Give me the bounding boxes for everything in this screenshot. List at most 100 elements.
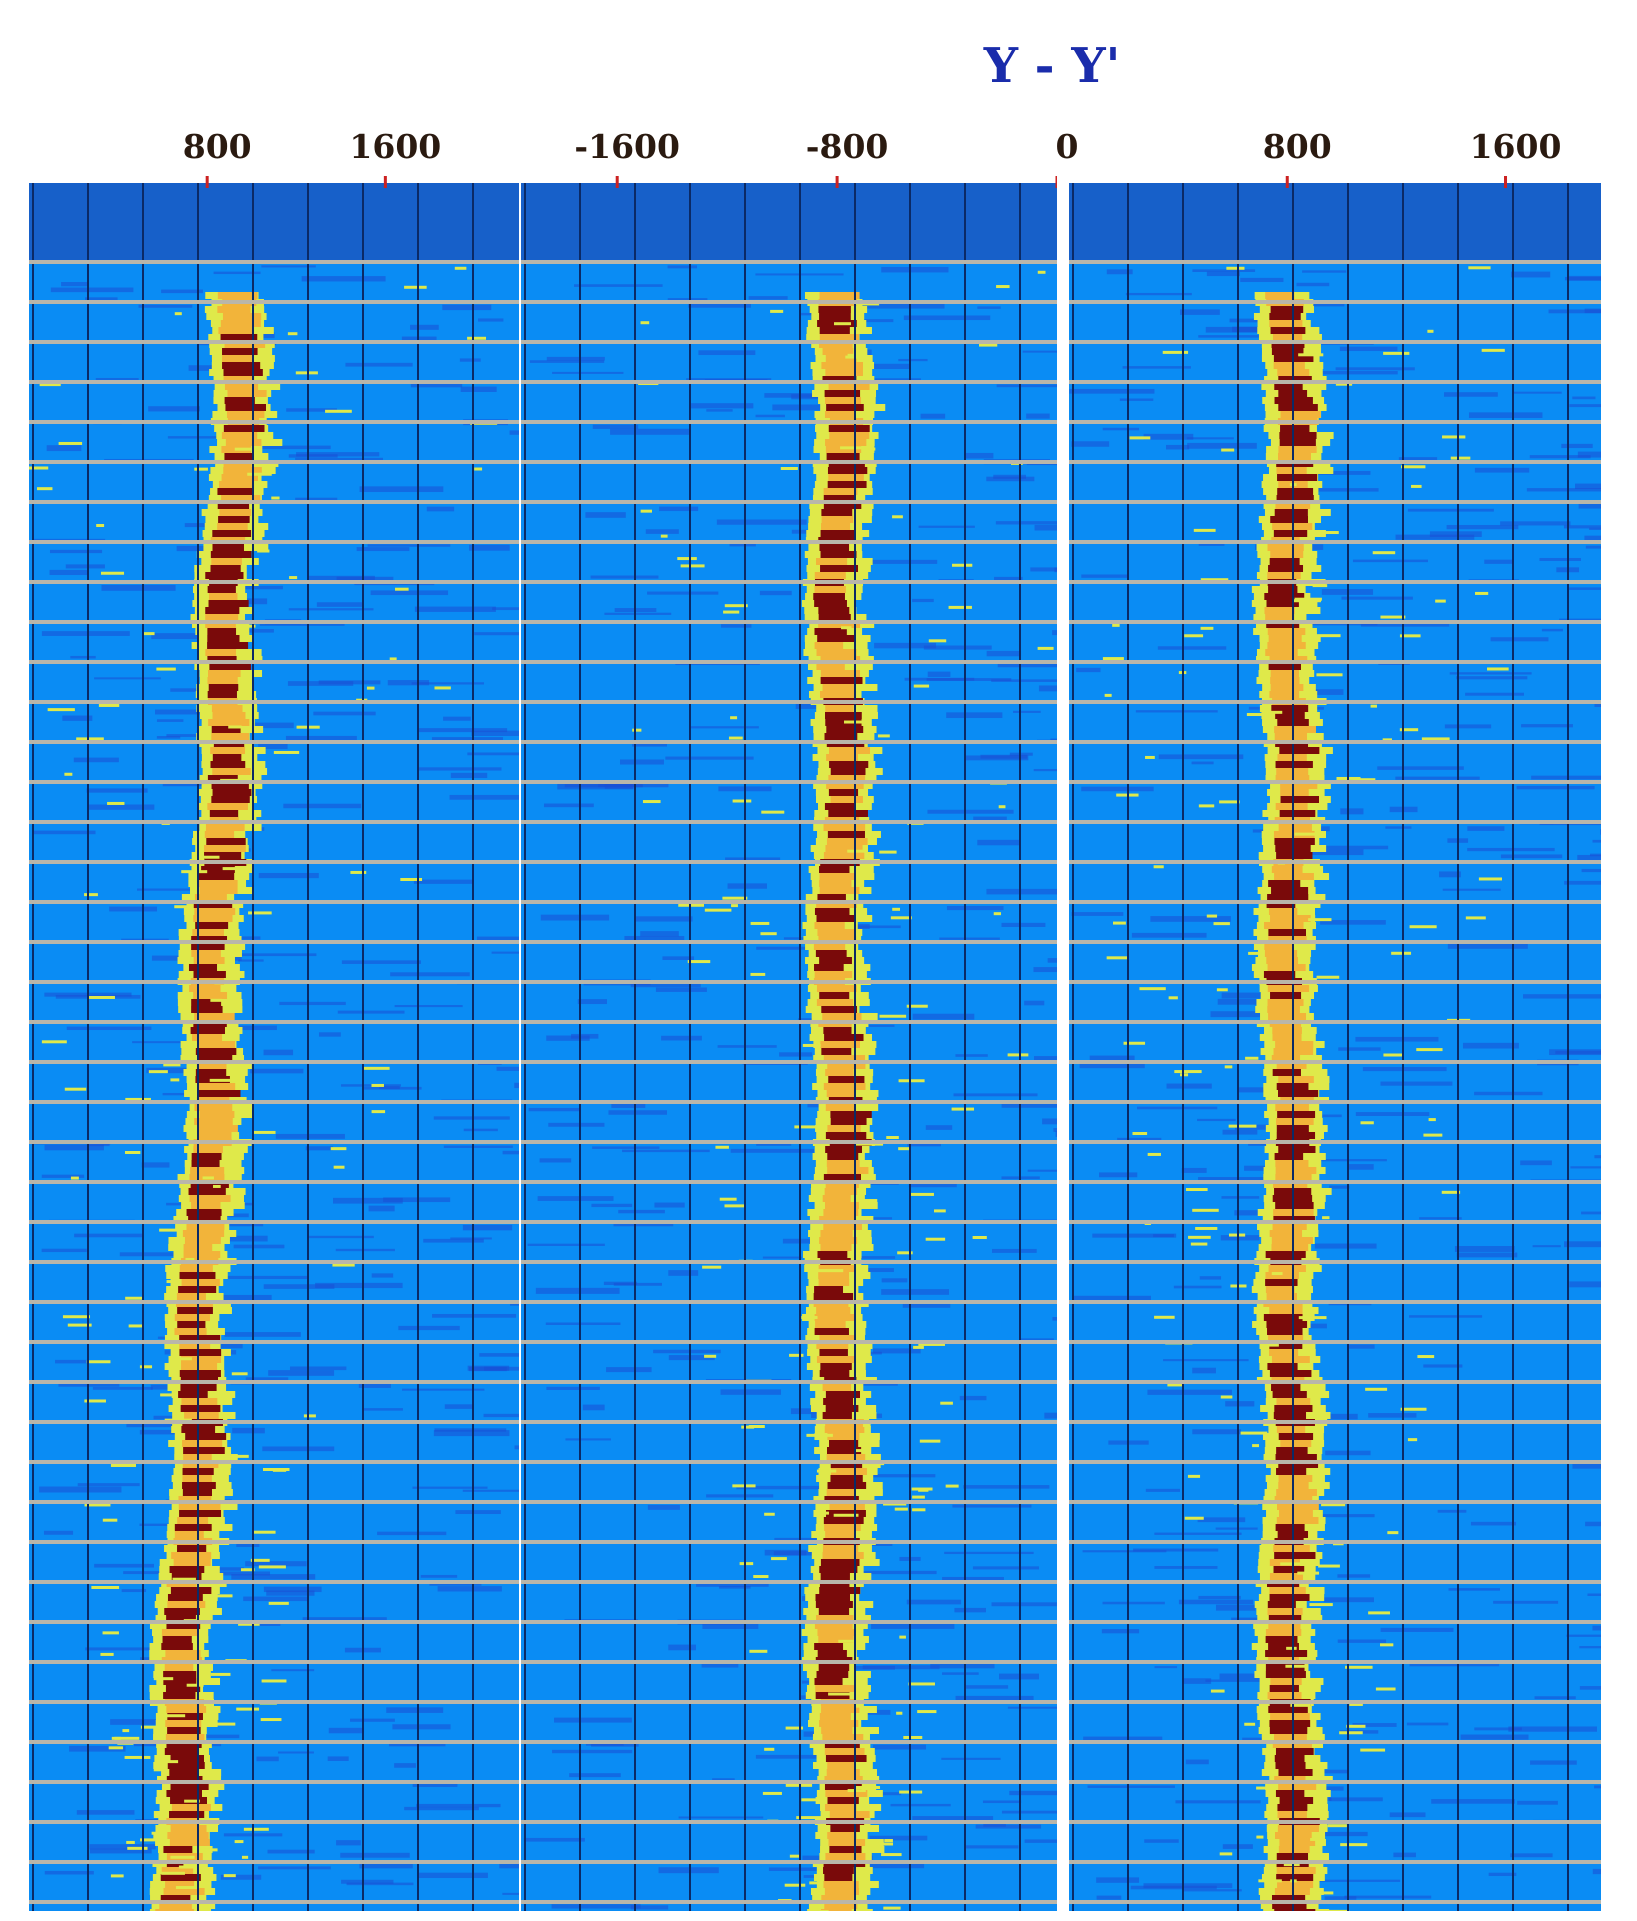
noise-streak bbox=[659, 506, 699, 512]
noise-streak bbox=[1512, 391, 1562, 394]
ridge-core bbox=[223, 467, 262, 474]
scatter-dash bbox=[1221, 448, 1235, 452]
scatter-dash bbox=[1416, 1048, 1443, 1052]
ridge-core bbox=[210, 747, 246, 754]
noise-streak bbox=[662, 956, 695, 960]
ridge-core bbox=[1271, 1895, 1306, 1902]
ridge-core bbox=[1277, 1111, 1316, 1118]
ridge-core bbox=[1275, 1748, 1314, 1755]
scatter-dash bbox=[467, 336, 487, 340]
ridge-core bbox=[820, 1363, 852, 1370]
ridge-core bbox=[1273, 1566, 1305, 1573]
scatter-dash bbox=[884, 1839, 893, 1843]
panel-left: 800 1600 bbox=[29, 127, 519, 1911]
ridge-core bbox=[820, 670, 861, 677]
noise-streak bbox=[1022, 350, 1057, 353]
ridge-core bbox=[818, 621, 861, 628]
ridge-core bbox=[817, 1251, 848, 1258]
ridge-core bbox=[1275, 1524, 1305, 1531]
noise-streak bbox=[502, 1892, 519, 1895]
ridge-core bbox=[820, 1909, 860, 1911]
panel-center-background bbox=[521, 183, 1057, 1911]
tick-mark bbox=[1504, 176, 1508, 188]
ridge-core bbox=[163, 1888, 205, 1895]
noise-streak bbox=[41, 1174, 85, 1178]
scatter-dash bbox=[231, 1372, 248, 1376]
noise-streak bbox=[110, 1719, 173, 1725]
scatter-dash bbox=[704, 1354, 717, 1358]
ridge-core bbox=[825, 1181, 859, 1188]
header-strip bbox=[521, 183, 1057, 262]
scatter-dash bbox=[702, 1265, 722, 1269]
ridge-core bbox=[217, 502, 250, 509]
scatter-dash bbox=[881, 1853, 902, 1857]
ridge-core bbox=[1269, 313, 1301, 320]
ridge-core bbox=[1269, 1587, 1306, 1594]
scatter-dash bbox=[1400, 1407, 1427, 1411]
noise-streak bbox=[1578, 503, 1601, 509]
noise-streak bbox=[867, 1862, 925, 1869]
panel-left-ticks: 800 1600 bbox=[183, 127, 441, 188]
noise-streak bbox=[1579, 1646, 1601, 1649]
noise-streak bbox=[942, 1576, 1004, 1582]
ridge-core bbox=[1278, 1146, 1316, 1153]
ridge-core bbox=[1267, 572, 1301, 579]
scatter-dash bbox=[822, 1511, 829, 1515]
noise-streak bbox=[358, 1382, 391, 1388]
noise-streak bbox=[1589, 527, 1601, 530]
ridge-core bbox=[1270, 915, 1311, 922]
noise-streak bbox=[341, 960, 421, 964]
noise-streak bbox=[245, 1561, 307, 1567]
scatter-dash bbox=[809, 1881, 818, 1885]
ridge-core bbox=[1264, 922, 1304, 929]
noise-streak bbox=[946, 712, 1003, 719]
ridge-core bbox=[820, 565, 859, 572]
noise-streak bbox=[537, 1196, 614, 1201]
ridge-core bbox=[823, 1209, 859, 1216]
ridge-core bbox=[167, 1594, 203, 1601]
ridge-core bbox=[819, 1587, 861, 1594]
scatter-dash bbox=[260, 1718, 282, 1722]
ridge-core bbox=[1276, 1132, 1316, 1139]
ridge-core bbox=[170, 1783, 209, 1790]
noise-streak bbox=[577, 999, 607, 1005]
ridge-core bbox=[169, 1566, 205, 1573]
noise-streak bbox=[1033, 768, 1057, 772]
scatter-dash bbox=[243, 1827, 269, 1831]
noise-streak bbox=[336, 576, 394, 582]
ridge-core bbox=[177, 1545, 207, 1552]
ridge-core bbox=[221, 474, 258, 481]
noise-streak bbox=[46, 445, 82, 452]
noise-streak bbox=[1069, 388, 1155, 394]
noise-streak bbox=[1173, 1285, 1222, 1289]
scatter-dash bbox=[632, 728, 642, 732]
scatter-dash bbox=[998, 805, 1006, 809]
noise-streak bbox=[416, 1803, 501, 1808]
scatter-dash bbox=[909, 1192, 934, 1196]
scatter-dash bbox=[223, 1874, 236, 1878]
ridge-core bbox=[819, 957, 852, 964]
noise-streak bbox=[514, 1445, 519, 1450]
scatter-dash bbox=[753, 1575, 769, 1579]
scatter-dash bbox=[216, 1594, 233, 1598]
noise-streak bbox=[1572, 396, 1596, 400]
ridge-core bbox=[819, 1349, 848, 1356]
ridge-core bbox=[1268, 586, 1298, 593]
scatter-dash bbox=[828, 1692, 852, 1696]
ridge-core bbox=[166, 1741, 202, 1748]
noise-streak bbox=[1215, 1527, 1258, 1530]
scatter-dash bbox=[1387, 1531, 1399, 1535]
noise-streak bbox=[964, 1685, 1009, 1689]
noise-streak bbox=[148, 406, 200, 412]
ridge-core bbox=[1275, 1160, 1309, 1167]
scatter-dash bbox=[124, 1150, 141, 1154]
scatter-dash bbox=[640, 321, 650, 325]
noise-streak bbox=[585, 512, 626, 518]
ridge-core bbox=[1274, 509, 1308, 516]
noise-streak bbox=[1446, 524, 1519, 530]
noise-streak bbox=[1526, 488, 1601, 492]
ridge-core bbox=[822, 1552, 864, 1559]
ridge-core bbox=[1272, 1223, 1307, 1230]
noise-streak bbox=[1186, 437, 1234, 440]
